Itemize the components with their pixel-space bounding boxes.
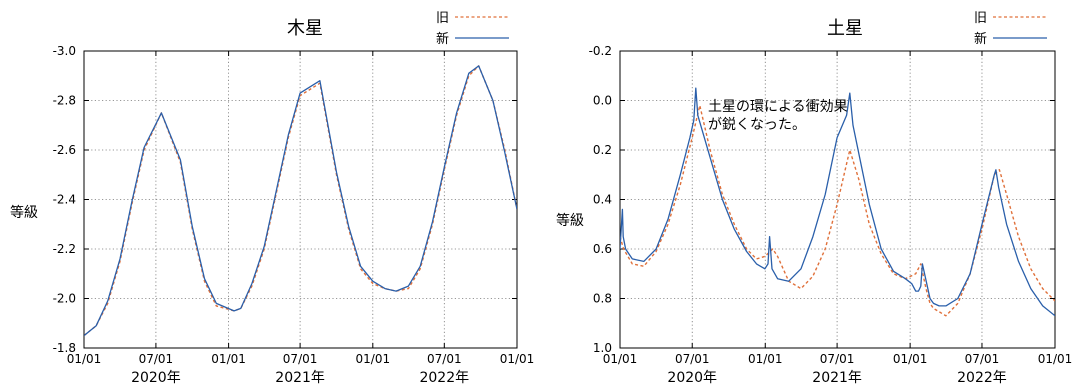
y-tick-label: 0.8 [593, 292, 612, 306]
x-tick-label: 01/01 [748, 352, 783, 366]
y-tick-label: 1.0 [593, 341, 612, 355]
series-line-new [84, 65, 517, 337]
legend: 旧新 [974, 11, 1047, 47]
y-tick-label: -2.2 [53, 242, 76, 256]
y-tick-label: -2.8 [53, 94, 76, 108]
x-tick-label: 07/01 [675, 352, 710, 366]
y-axis-label: 等級 [10, 204, 38, 221]
chart-title: 土星 [827, 18, 863, 39]
y-tick-label: -0.2 [589, 44, 612, 58]
x-tick-label: 01/01 [356, 352, 391, 366]
x-year-label: 2022年 [419, 370, 469, 386]
chart-2: 01/01 07/01 01/01 07/01 01/01 07/01 01/011.00.… [556, 11, 1072, 386]
series-line-old [84, 65, 517, 337]
x-tick-label: 01/01 [500, 352, 535, 366]
legend: 旧新 [436, 11, 509, 47]
legend-label: 旧 [974, 11, 987, 26]
series-line-old [620, 104, 1055, 317]
x-tick-label: 01/01 [211, 352, 246, 366]
y-tick-label: 0.6 [593, 242, 612, 256]
x-tick-label: 07/01 [427, 352, 462, 366]
y-tick-label: 0.4 [593, 193, 612, 207]
y-tick-label: -2.6 [53, 143, 76, 157]
x-year-label: 2020年 [131, 370, 181, 386]
x-tick-label: 07/01 [283, 352, 318, 366]
x-tick-label: 07/01 [965, 352, 1000, 366]
x-tick-label: 01/01 [893, 352, 928, 366]
y-tick-label: -2.0 [53, 292, 76, 306]
y-tick-label: -3.0 [53, 44, 76, 58]
y-axis-label: 等級 [556, 212, 584, 229]
annotation-text: 土星の環による衝効果 [708, 99, 848, 115]
y-tick-label: 0.2 [593, 143, 612, 157]
legend-label: 新 [974, 31, 987, 47]
annotation-text: が鋭くなった。 [708, 117, 806, 133]
legend-label: 新 [436, 31, 449, 47]
series-line-new [620, 87, 1055, 317]
x-year-label: 2022年 [957, 370, 1007, 386]
x-year-label: 2020年 [667, 370, 717, 386]
legend-label: 旧 [436, 11, 449, 26]
plot-frame [83, 50, 518, 349]
chart-1: 01/01 07/01 01/01 07/01 01/01 07/01 01/01-1.8-… [10, 11, 534, 386]
x-tick-label: 01/01 [1038, 352, 1073, 366]
x-tick-label: 01/01 [603, 352, 638, 366]
plot-frame [619, 50, 1056, 349]
x-year-label: 2021年 [275, 370, 325, 386]
y-tick-label: -1.8 [53, 341, 76, 355]
x-tick-label: 07/01 [820, 352, 855, 366]
y-tick-label: 0.0 [593, 94, 612, 108]
y-tick-label: -2.4 [53, 193, 76, 207]
x-tick-label: 01/01 [67, 352, 102, 366]
x-year-label: 2021年 [812, 370, 862, 386]
chart-title: 木星 [287, 18, 323, 39]
x-tick-label: 07/01 [139, 352, 174, 366]
